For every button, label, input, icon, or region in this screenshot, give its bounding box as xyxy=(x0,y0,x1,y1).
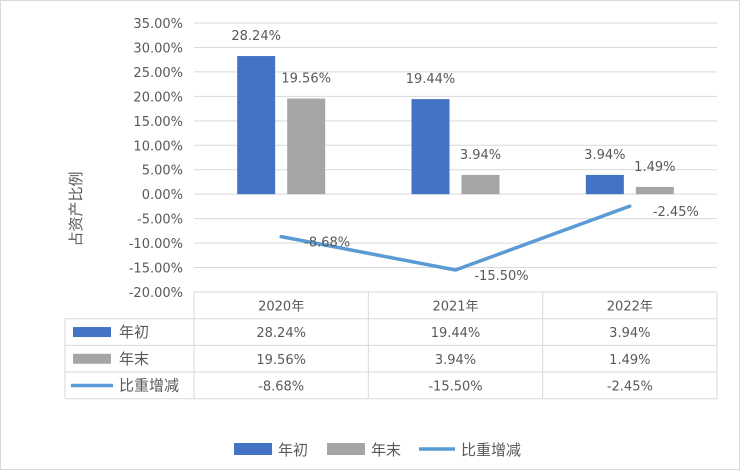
table-legend-key xyxy=(73,353,111,364)
table-cell: 19.44% xyxy=(431,326,481,341)
bar-年末 xyxy=(287,98,326,195)
y-tick-label: -20.00% xyxy=(129,286,183,301)
bar-年末 xyxy=(635,186,674,195)
line-data-label: -15.50% xyxy=(474,269,528,284)
bar-data-label: 19.56% xyxy=(281,72,331,87)
bar-data-label: 3.94% xyxy=(460,148,501,163)
bar-年初 xyxy=(585,174,624,195)
table-cell: 3.94% xyxy=(609,326,650,341)
y-tick-label: -10.00% xyxy=(129,237,183,252)
data-labels: 28.24% 19.44% 3.94% 19.56% 3.94% 1.49% -8.68% -… xyxy=(231,29,698,284)
y-tick-label: 5.00% xyxy=(142,164,183,179)
y-tick-label: 30.00% xyxy=(133,41,183,56)
bar-series xyxy=(237,56,674,195)
table-cell: -8.68% xyxy=(258,379,304,394)
bar-data-label: 3.94% xyxy=(584,148,625,163)
bar-年初 xyxy=(411,99,450,195)
table-cell: 19.56% xyxy=(256,353,306,368)
y-tick-label: 20.00% xyxy=(133,90,183,105)
table-series-name: 年末 xyxy=(119,350,149,368)
table-cell: 1.49% xyxy=(609,353,650,368)
legend-label: 年末 xyxy=(371,441,401,459)
bar-data-label: 1.49% xyxy=(634,160,675,175)
line-data-label: -8.68% xyxy=(304,236,350,251)
bar-年初 xyxy=(237,56,276,195)
y-tick-label: 10.00% xyxy=(133,139,183,154)
table-cell: -15.50% xyxy=(428,379,482,394)
legend-label: 年初 xyxy=(278,441,308,459)
legend-key xyxy=(327,443,365,455)
y-tick-label: -5.00% xyxy=(137,213,183,228)
table-series-name: 年初 xyxy=(119,323,149,341)
bar-data-label: 28.24% xyxy=(231,29,281,44)
line-data-label: -2.45% xyxy=(653,205,699,220)
line-比重增减 xyxy=(279,204,632,272)
y-tick-label: 35.00% xyxy=(133,17,183,32)
legend-key xyxy=(234,443,272,455)
y-axis: 35.00% 30.00% 25.00% 20.00% 15.00% 10.00% 5.00… xyxy=(129,17,183,301)
legend: 年初 年末 比重增减 xyxy=(234,441,521,459)
table-cell: 28.24% xyxy=(256,326,306,341)
line-series xyxy=(279,204,632,272)
x-category-label: 2021年 xyxy=(432,299,478,314)
table-cell: 3.94% xyxy=(435,353,476,368)
y-tick-label: 0.00% xyxy=(142,188,183,203)
gridlines xyxy=(194,22,717,269)
y-tick-label: 15.00% xyxy=(133,115,183,130)
y-axis-title: 占资产比例 xyxy=(67,171,85,246)
x-category-label: 2022年 xyxy=(607,299,653,314)
legend-label: 比重增减 xyxy=(461,441,521,459)
bar-年末 xyxy=(461,174,500,195)
table-cell: -2.45% xyxy=(607,379,653,394)
table-series-name: 比重增减 xyxy=(119,376,179,394)
bar-data-label: 19.44% xyxy=(406,72,456,87)
y-tick-label: 25.00% xyxy=(133,66,183,81)
x-category-label: 2020年 xyxy=(258,299,304,314)
y-tick-label: -15.00% xyxy=(129,262,183,277)
table-legend-key xyxy=(73,327,111,338)
